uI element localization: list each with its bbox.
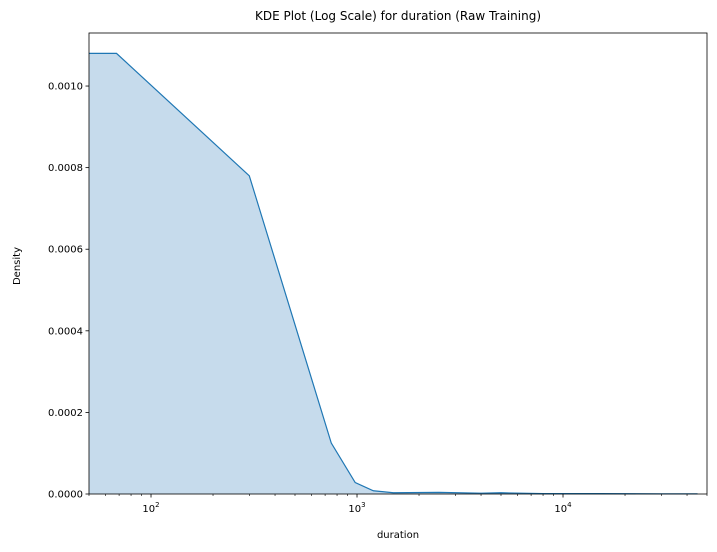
y-tick-label: 0.0000 <box>48 490 83 501</box>
plot-area: 0.0000 0.0002 0.0004 0.0006 0.0008 0.0010 102 1… <box>48 32 708 515</box>
y-axis-title: Density <box>12 247 23 285</box>
y-tick-label: 0.0004 <box>48 326 83 337</box>
y-tick-label: 0.0008 <box>48 163 83 174</box>
x-axis-title: duration <box>377 530 419 541</box>
kde-area-fill <box>89 53 698 495</box>
y-tick-label: 0.0006 <box>48 245 83 256</box>
x-tick-label: 102 <box>142 501 159 515</box>
y-tick-label: 0.0010 <box>48 82 83 93</box>
chart-title: KDE Plot (Log Scale) for duration (Raw T… <box>255 9 541 23</box>
y-tick-label: 0.0002 <box>48 408 83 419</box>
x-tick-label: 104 <box>554 501 572 515</box>
plot-frame <box>88 32 708 495</box>
kde-line <box>89 52 698 495</box>
x-tick-label: 103 <box>348 501 365 515</box>
